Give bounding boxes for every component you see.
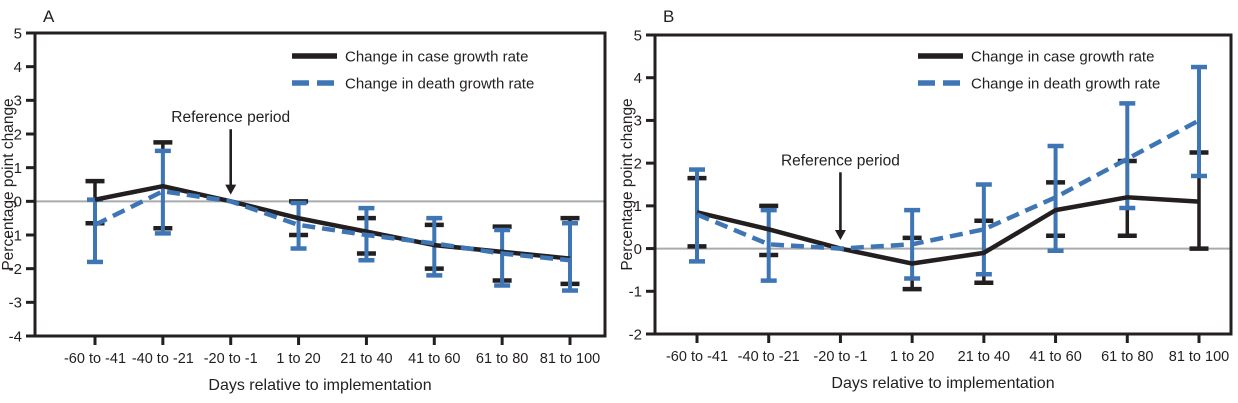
y-tick-label: -3 — [9, 295, 22, 312]
death-growth-line — [93, 188, 571, 263]
y-axis-title: Percentage point change — [619, 98, 636, 270]
plot-frame — [653, 33, 1233, 336]
reference-period-label: Reference period — [171, 109, 290, 126]
y-tick-label: 3 — [14, 93, 22, 110]
x-axis-title: Days relative to implementation — [208, 377, 431, 394]
x-tick-label: 81 to 100 — [1169, 349, 1229, 365]
x-tick-label: -60 to -41 — [64, 351, 126, 367]
y-tick-label: 2 — [634, 155, 642, 172]
y-tick-label: 5 — [14, 25, 22, 42]
legend-label: Change in death growth rate — [345, 75, 534, 92]
y-tick-label: 2 — [14, 126, 22, 143]
x-tick-label: 1 to 20 — [276, 351, 320, 367]
panel-a: 5 4 3 2 1 0 -1 -2 -3 -4 -60 to -41 -40 to -21 -20 to… — [0, 7, 607, 394]
y-tick-label: 4 — [634, 70, 642, 87]
y-tick-label: 5 — [634, 27, 642, 44]
x-tick-label: -40 to -21 — [132, 351, 194, 367]
y-tick-label: -2 — [629, 326, 642, 343]
panel-letter: A — [43, 7, 55, 26]
chart-panel-b: 5 4 3 2 1 0 -1 -2 -60 to -41 -40 to -21 -20 to -1 1… — [619, 7, 1233, 392]
legend-label: Change in case growth rate — [971, 48, 1154, 65]
y-tick-label: -2 — [9, 261, 22, 278]
x-axis-title: Days relative to implementation — [831, 375, 1054, 392]
x-tick-label: 41 to 60 — [1029, 349, 1081, 365]
x-tick-label: 21 to 40 — [958, 349, 1010, 365]
reference-arrow-head — [834, 230, 846, 241]
y-axis-title: Percentage point change — [0, 98, 17, 270]
x-tick-label: 21 to 40 — [340, 351, 392, 367]
panel-letter: B — [663, 7, 674, 26]
y-tick-label: -1 — [9, 227, 22, 244]
case-growth-line — [696, 195, 1200, 266]
y-tick-label: 0 — [634, 241, 642, 258]
y-tick-label: 1 — [14, 160, 22, 177]
plot-frame — [33, 31, 607, 338]
legend-label: Change in death growth rate — [971, 75, 1160, 92]
y-tick-label: 0 — [14, 194, 22, 211]
death-growth-line — [696, 118, 1201, 251]
reference-arrow-head — [225, 184, 237, 195]
x-tick-label: 41 to 60 — [408, 351, 460, 367]
x-tick-label: 61 to 80 — [1101, 349, 1153, 365]
reference-period-label: Reference period — [781, 152, 900, 169]
y-tick-label: 3 — [634, 113, 642, 130]
x-tick-label: 61 to 80 — [476, 351, 528, 367]
panel-b: 5 4 3 2 1 0 -1 -2 -60 to -41 -40 to -21 -20 to -1 1… — [619, 0, 1238, 403]
x-tick-label: -40 to -21 — [738, 349, 800, 365]
case-growth-line — [94, 183, 571, 261]
x-tick-label: 1 to 20 — [890, 349, 934, 365]
legend-label: Change in case growth rate — [345, 48, 528, 65]
y-tick-label: -1 — [629, 284, 642, 301]
x-tick-label: 81 to 100 — [540, 351, 600, 367]
x-tick-label: -20 to -1 — [204, 351, 258, 367]
chart-panel-a: 5 4 3 2 1 0 -1 -2 -3 -4 -60 to -41 -40 to -21 -20 to… — [0, 7, 607, 394]
x-tick-label: -60 to -41 — [666, 349, 728, 365]
x-tick-label: -20 to -1 — [813, 349, 867, 365]
y-tick-label: 4 — [14, 59, 22, 76]
y-tick-label: 1 — [634, 198, 642, 215]
y-tick-label: -4 — [9, 328, 22, 345]
